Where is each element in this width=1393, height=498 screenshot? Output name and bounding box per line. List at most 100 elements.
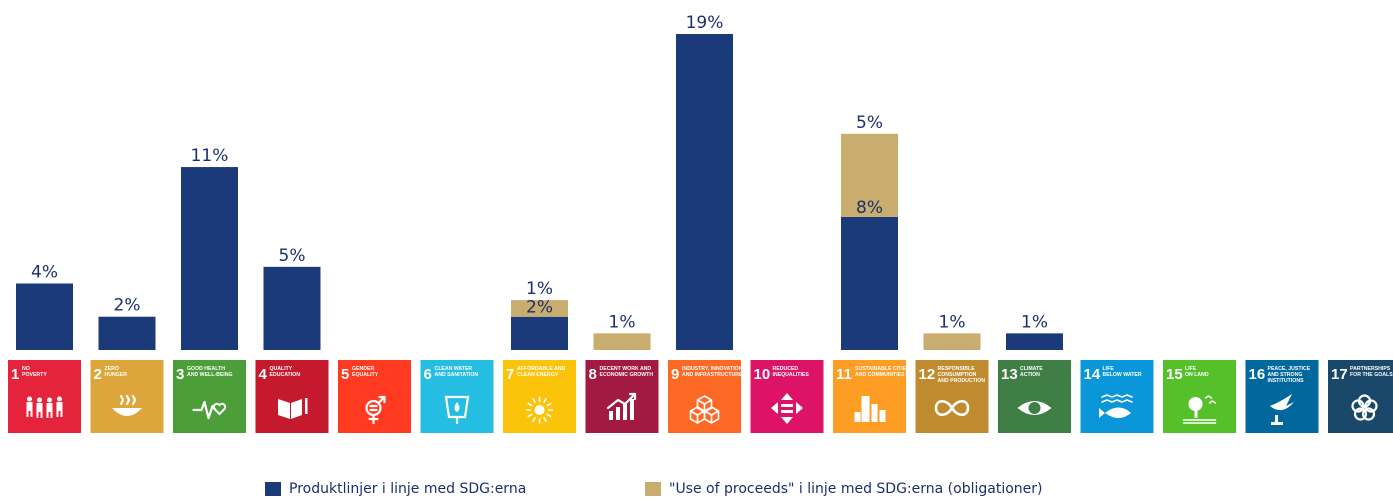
sun-icon-part bbox=[543, 397, 547, 404]
family-icon-part bbox=[36, 403, 43, 412]
sdg-tile-title-17-line2: FOR THE GOALS bbox=[1350, 372, 1393, 378]
sdg-tile-number-15: 15 bbox=[1166, 366, 1183, 383]
eye-globe-icon-part bbox=[1028, 402, 1041, 414]
fish-icon-part bbox=[1101, 394, 1133, 398]
bar-sdg13-series1 bbox=[1006, 333, 1063, 350]
sdg-tile-title-13-line2: ACTION bbox=[1020, 372, 1040, 378]
sdg-tile-bg-13 bbox=[998, 360, 1071, 433]
rings-icon-part bbox=[1353, 407, 1368, 421]
growth-chart-icon bbox=[606, 392, 637, 420]
growth-chart-icon-part bbox=[628, 392, 637, 401]
equal-arrows-icon-part bbox=[771, 393, 803, 424]
sdg-tile-title-9-line1: INDUSTRY, INNOVATION bbox=[682, 366, 743, 372]
dove-icon-part bbox=[1271, 422, 1283, 425]
bar-sdg11-series1 bbox=[841, 216, 898, 350]
bars-layer bbox=[16, 34, 1063, 350]
cubes-icon-part bbox=[689, 406, 706, 424]
sdg-tile-bg-15 bbox=[1163, 360, 1236, 433]
sdg-tile-number-2: 2 bbox=[94, 366, 102, 383]
family-icon bbox=[26, 396, 63, 418]
tree-icon-part bbox=[1204, 395, 1213, 399]
water-icon-part bbox=[444, 395, 470, 419]
sdg-tile-title-10-line2: INEQUALITIES bbox=[773, 372, 810, 378]
sun-icon-part bbox=[546, 402, 552, 407]
bar-sdg12-series2 bbox=[923, 333, 981, 350]
family-icon-part bbox=[50, 412, 53, 418]
family-icon-part bbox=[36, 412, 39, 418]
sdg-tile-title-7-line1: AFFORDABLE AND bbox=[517, 366, 565, 372]
sdg-tile-title-16-line1: PEACE, JUSTICE bbox=[1268, 366, 1311, 372]
family-icon-part bbox=[37, 397, 42, 403]
bowl-icon-part bbox=[125, 394, 131, 406]
sdg-tile-title-17-line1: PARTNERSHIPS bbox=[1350, 366, 1391, 372]
sdg-tile-title-8-line2: ECONOMIC GROWTH bbox=[600, 372, 654, 378]
book-icon bbox=[278, 398, 308, 419]
sdg-tile-title-6-line2: AND SANITATION bbox=[435, 372, 479, 378]
sdg-tile-title-15-line1: LIFE bbox=[1185, 366, 1197, 372]
bowl-icon-part bbox=[112, 408, 142, 416]
sdg-tile-title-15-line2: ON LAND bbox=[1185, 372, 1209, 378]
sdg-tile-title-10-line1: REDUCED bbox=[773, 366, 799, 372]
value-label-sdg11: 5% bbox=[856, 113, 883, 133]
bowl-icon-part bbox=[131, 394, 137, 406]
cubes-icon bbox=[689, 395, 720, 424]
sdg-tile-bg-14 bbox=[1080, 360, 1154, 433]
infinity-icon bbox=[934, 399, 970, 417]
growth-chart-icon-part bbox=[606, 392, 637, 410]
bar-sdg8-series2 bbox=[593, 333, 651, 350]
family-icon-part bbox=[26, 411, 29, 417]
equal-arrows-icon-part bbox=[781, 404, 793, 407]
equal-arrows-icon bbox=[771, 393, 803, 424]
family-icon-part bbox=[27, 396, 32, 402]
sdg-tile-title-4-line1: QUALITY bbox=[270, 366, 293, 372]
tree-icon-part bbox=[1188, 397, 1203, 411]
dove-icon bbox=[1270, 394, 1294, 425]
sdg-tile-title-9-line2: AND INFRASTRUCTURE bbox=[682, 372, 743, 378]
sdg-tile-title-11-line2: AND COMMUNITIES bbox=[855, 372, 905, 378]
sdg-tile-title-16-line3: INSTITUTIONS bbox=[1268, 378, 1305, 384]
city-icon-part bbox=[854, 412, 861, 422]
sdg-tile-number-1: 1 bbox=[11, 366, 19, 383]
tree-icon-part bbox=[1208, 400, 1217, 404]
sdg-tile-bg-3 bbox=[173, 360, 246, 433]
family-icon-part bbox=[46, 403, 53, 412]
sdg-tile-title-8-line1: DECENT WORK AND bbox=[600, 366, 652, 372]
bar-sdg1-series1 bbox=[16, 283, 73, 350]
dove-icon-part bbox=[1270, 394, 1294, 411]
rings-icon-part bbox=[1361, 407, 1376, 421]
bar-sdg7-series2 bbox=[511, 300, 568, 317]
sdg-tile-number-4: 4 bbox=[259, 366, 268, 383]
sdg-tile-bg-16 bbox=[1245, 360, 1319, 433]
fish-icon-part bbox=[1099, 407, 1131, 418]
growth-chart-icon-part bbox=[630, 399, 634, 420]
sdg-tile-title-16-line2: AND STRONG bbox=[1268, 372, 1303, 378]
sun-icon-part bbox=[527, 402, 533, 407]
family-icon-part bbox=[40, 412, 43, 418]
legend-label-use-of-proceeds: "Use of proceeds" i linje med SDG:erna (… bbox=[669, 481, 1043, 497]
gender-icon bbox=[365, 395, 386, 425]
city-icon bbox=[854, 396, 886, 422]
legend-item-use-of-proceeds: "Use of proceeds" i linje med SDG:erna (… bbox=[645, 481, 1042, 497]
sdg-tile-title-4-line2: EDUCATION bbox=[270, 372, 301, 378]
sdg-tile-title-12-line1: RESPONSIBLE bbox=[938, 366, 976, 372]
sun-icon-part bbox=[532, 416, 536, 423]
sdg-tile-number-3: 3 bbox=[176, 366, 184, 383]
rings-icon-part bbox=[1364, 399, 1378, 413]
family-icon-part bbox=[57, 396, 62, 402]
sdg-tile-number-6: 6 bbox=[424, 366, 432, 383]
sdg-tile-title-1-line1: NO bbox=[22, 366, 30, 372]
tree-icon bbox=[1182, 395, 1217, 424]
family-icon-part bbox=[30, 411, 33, 417]
dove-icon-part bbox=[1275, 415, 1278, 424]
fish-icon bbox=[1099, 394, 1133, 418]
